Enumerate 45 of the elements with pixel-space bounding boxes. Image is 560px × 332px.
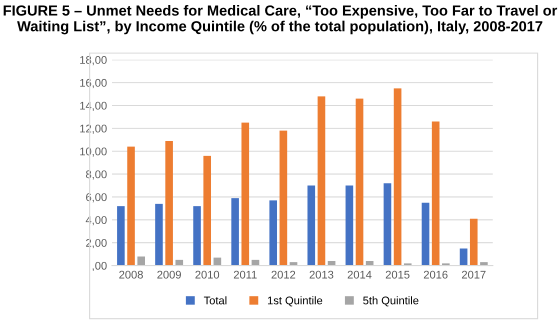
y-tick-label: 2,00 bbox=[86, 238, 107, 248]
bar bbox=[470, 218, 478, 266]
bar bbox=[307, 186, 316, 266]
x-tick-label: 2009 bbox=[157, 270, 181, 279]
y-tick-label: 10,00 bbox=[80, 148, 107, 157]
bar bbox=[384, 183, 392, 266]
y-tick-label: 18,00 bbox=[80, 56, 107, 66]
bar bbox=[203, 156, 212, 266]
legend-label: 1st Quintile bbox=[268, 296, 322, 306]
x-tick-label: 2012 bbox=[272, 270, 296, 279]
bar bbox=[214, 258, 222, 266]
chart-title: FIGURE 5 – Unmet Needs for Medical Care, “Too Expensive, Too Far to Travel or Waiting List”, by Income Quintile (% of the total population), Italy, 2008-2017 bbox=[4, 4, 558, 34]
x-tick-label: 2013 bbox=[310, 270, 334, 279]
bar bbox=[193, 206, 201, 266]
bar bbox=[241, 122, 250, 266]
x-tick-label: 2017 bbox=[462, 270, 486, 279]
bar bbox=[460, 248, 468, 266]
bar bbox=[127, 146, 135, 266]
bar bbox=[432, 122, 440, 266]
bar bbox=[356, 98, 364, 266]
bar bbox=[346, 186, 354, 266]
x-tick-label: 2010 bbox=[195, 270, 220, 279]
legend-label: 5th Quintile bbox=[363, 296, 418, 306]
y-tick-label: 8,00 bbox=[86, 170, 107, 180]
x-tick-label: 2008 bbox=[119, 270, 143, 279]
bar bbox=[117, 206, 125, 266]
y-tick-label: ,00 bbox=[92, 262, 107, 272]
bar bbox=[280, 130, 288, 266]
bar bbox=[394, 88, 402, 266]
x-tick-label: 2016 bbox=[424, 270, 448, 279]
x-tick-label: 2014 bbox=[348, 270, 372, 279]
bar bbox=[422, 202, 430, 266]
bar bbox=[137, 256, 146, 266]
bar bbox=[155, 204, 163, 266]
x-tick-label: 2015 bbox=[386, 270, 410, 279]
y-tick-label: 6,00 bbox=[86, 193, 107, 202]
legend-label: Total bbox=[204, 296, 226, 304]
bar bbox=[269, 200, 278, 266]
bar bbox=[318, 96, 326, 266]
y-tick-label: 12,00 bbox=[80, 124, 107, 134]
y-tick-label: 16,00 bbox=[80, 78, 107, 88]
x-tick-label: 2011 bbox=[234, 270, 257, 279]
bar bbox=[290, 262, 298, 266]
bar bbox=[231, 198, 239, 266]
bar bbox=[165, 140, 173, 266]
